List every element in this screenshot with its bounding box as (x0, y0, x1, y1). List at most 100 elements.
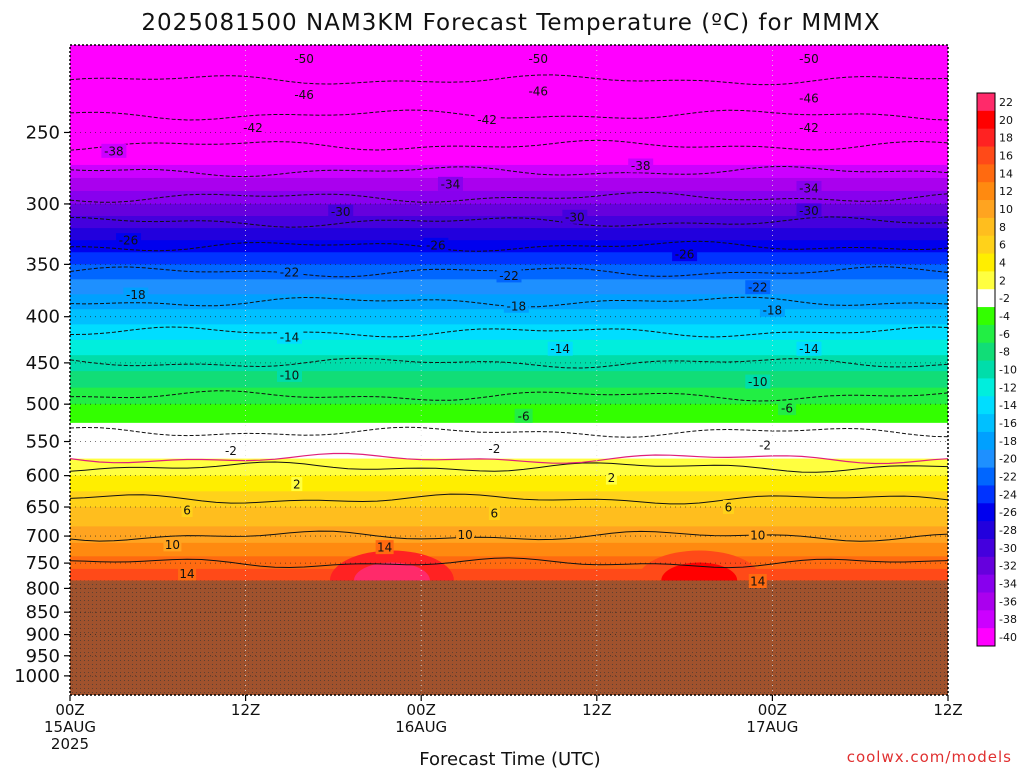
contour-label-text: -30 (799, 204, 819, 218)
contour-label-bg (181, 503, 193, 518)
contour-label: -50 (525, 51, 551, 66)
contour-label-bg (221, 443, 240, 458)
isotherm-line (70, 326, 948, 338)
colorbar-label: 6 (999, 239, 1006, 252)
y-tick-label: 900 (26, 625, 60, 646)
temp-band (70, 441, 948, 460)
contour-label: -46 (796, 91, 822, 106)
temp-band (70, 252, 948, 266)
isotherm-line (70, 493, 948, 505)
contour-label-bg (123, 287, 149, 302)
contour-label: 10 (163, 537, 182, 552)
contour-label-text: 6 (491, 506, 499, 520)
contour-label: -18 (503, 298, 529, 313)
contour-label-bg (723, 500, 734, 515)
temp-band (70, 203, 948, 218)
isotherm-line (70, 191, 948, 203)
contour-label-bg (796, 51, 822, 66)
colorbar-label: -2 (999, 292, 1010, 305)
temp-band (70, 324, 948, 341)
contour-label-bg (547, 341, 573, 356)
terrain-mask (70, 580, 948, 695)
contour-label: 10 (456, 527, 475, 542)
contour-label-bg (375, 540, 394, 555)
isotherm-line (70, 240, 948, 252)
contour-label: 14 (375, 540, 394, 555)
colorbar-label: 20 (999, 114, 1013, 127)
contour-label-bg (562, 209, 588, 224)
colorbar-swatch (977, 574, 995, 593)
contour-label-bg (474, 112, 500, 127)
contour-label-bg (163, 537, 182, 552)
contour-label-text: -18 (507, 299, 527, 313)
isotherm-line (70, 557, 948, 569)
contour-label-text: -38 (631, 159, 651, 173)
temp-band (70, 404, 948, 424)
temp-band (70, 279, 948, 296)
contour-label-text: -14 (550, 342, 570, 356)
temp-band (70, 88, 948, 108)
colorbar-swatch (977, 521, 995, 540)
y-tick-label: 500 (26, 394, 60, 415)
contour-label-bg (291, 477, 303, 492)
contour-label-text: 2 (293, 478, 301, 492)
colorbar-swatch (977, 485, 995, 504)
colorbar-label: -14 (999, 399, 1017, 412)
y-tick-label: 300 (26, 194, 60, 215)
colorbar-swatch (977, 217, 995, 237)
contour-label-bg (525, 51, 551, 66)
colorbar-swatch (977, 414, 995, 433)
contour-label: -30 (796, 203, 822, 218)
isotherm-line (70, 390, 948, 402)
contour-label-bg (240, 120, 266, 135)
contour-label: -2 (221, 443, 240, 458)
contour-label-bg (759, 302, 785, 317)
contour-label: -26 (423, 237, 449, 252)
colorbar-frame (976, 92, 996, 647)
contour-label-text: -14 (799, 342, 819, 356)
contour-label: -18 (759, 302, 785, 317)
contour-label-text: -50 (528, 52, 548, 66)
contour-label: -2 (485, 441, 504, 456)
contour-label-text: -34 (799, 181, 819, 195)
contour-label-bg (796, 180, 822, 195)
plot-area: -50 -50 -50 -46 -46 -46 -42 -42 -42 -38 -38 -34 -34 -… (70, 45, 948, 695)
x-tick-label: 2025 (51, 735, 89, 753)
colorbar-label: -10 (999, 364, 1017, 377)
colorbar-swatch (977, 342, 995, 362)
y-tick-label: 550 (26, 432, 60, 453)
temp-band (70, 309, 948, 326)
contour-label-text: 14 (750, 574, 765, 588)
contour-label: -2 (756, 438, 775, 453)
colorbar-label: -12 (999, 381, 1017, 394)
contour-label-text: 10 (750, 528, 765, 542)
colorbar-label: 12 (999, 185, 1013, 198)
contour-label: 6 (723, 500, 734, 515)
contour-label-bg (628, 158, 654, 173)
temp-band (70, 475, 948, 493)
temp-band (70, 123, 948, 140)
colorbar-label: -16 (999, 417, 1017, 430)
colorbar-swatch (977, 289, 995, 308)
contour-label-bg (756, 438, 775, 453)
colorbar-swatch (977, 449, 995, 469)
contour-label-text: -50 (799, 52, 819, 66)
temp-band (70, 177, 948, 192)
x-axis-label: Forecast Time (UTC) (419, 749, 600, 768)
x-tick-label: 15AUG (44, 718, 96, 736)
y-tick-label: 700 (26, 526, 60, 547)
isotherm-line (70, 165, 948, 178)
contour-label-bg (488, 505, 500, 520)
contour-label-text: -6 (781, 402, 793, 416)
contour-label-bg (277, 367, 302, 382)
contour-label-bg (423, 237, 449, 252)
colorbar-swatch (977, 378, 995, 397)
colorbar-label: -40 (999, 631, 1017, 644)
contour-label-bg (796, 91, 822, 106)
isotherm-contours (70, 74, 948, 569)
temp-band (70, 507, 948, 528)
colorbar-swatch (977, 146, 995, 165)
x-tick-label: 12Z (933, 701, 962, 719)
colorbar-label: -18 (999, 435, 1017, 448)
